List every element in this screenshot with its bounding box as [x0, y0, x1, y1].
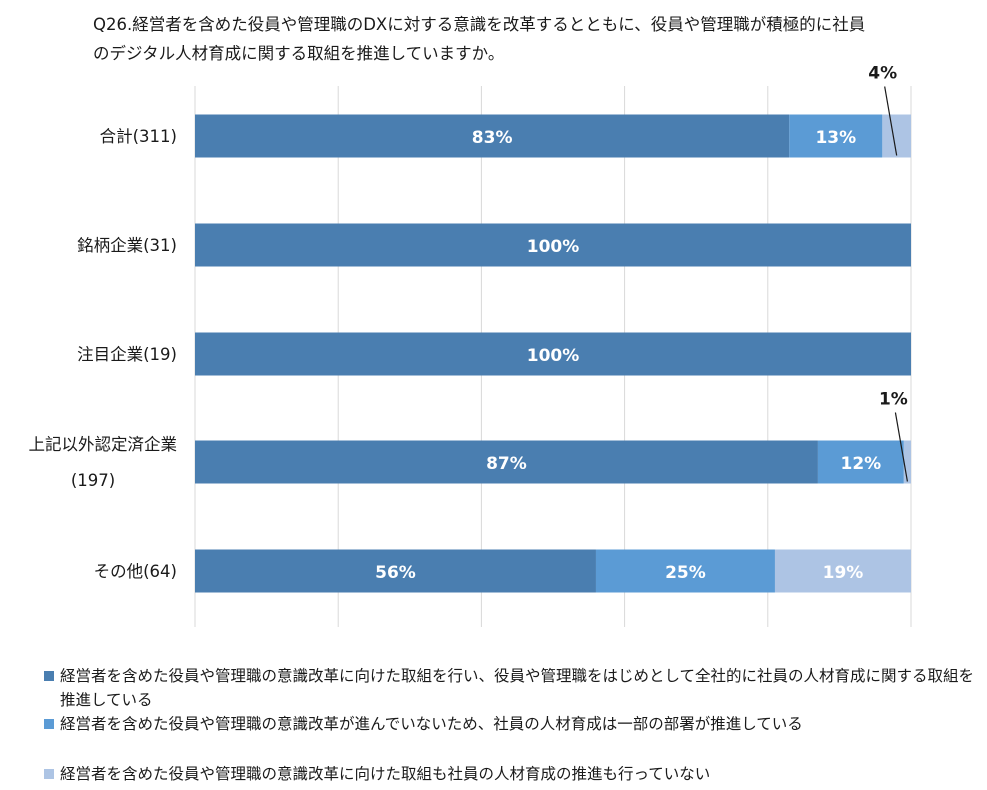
data-label: 87%	[486, 454, 527, 474]
legend-item: 経営者を含めた役員や管理職の意識改革に向けた取組を行い、役員や管理職をはじめとし…	[44, 664, 979, 712]
data-label-external: 1%	[879, 390, 908, 410]
category-label: (197)	[71, 471, 115, 490]
data-label: 25%	[665, 563, 706, 583]
legend-swatch	[44, 719, 54, 729]
data-label: 100%	[527, 237, 580, 257]
bar-segment	[774, 549, 911, 593]
stacked-bar-chart: 合計(311) 83% 13% 4% 銘柄企業(31) 100% 注目企業(19) 100% 上…	[29, 64, 912, 627]
bar-segment	[882, 114, 911, 158]
data-label: 83%	[472, 128, 513, 148]
legend-label: 経営者を含めた役員や管理職の意識改革に向けた取組も社員の人材育成の推進も行ってい…	[60, 765, 711, 783]
chart-title-line-1: Q26.経営者を含めた役員や管理職のDXに対する意識を改革するとともに、役員や管…	[93, 15, 866, 34]
bar-segment	[195, 549, 596, 593]
bar-segment	[195, 440, 818, 484]
data-label-external: 4%	[868, 64, 897, 84]
legend-swatch	[44, 769, 54, 779]
category-label: 銘柄企業(31)	[77, 236, 177, 255]
data-label: 19%	[823, 563, 864, 583]
data-label: 12%	[841, 454, 882, 474]
legend-item: 経営者を含めた役員や管理職の意識改革が進んでいないため、社員の人材育成は一部の部…	[44, 712, 979, 736]
bar-segment	[789, 114, 883, 158]
category-label: その他(64)	[94, 562, 177, 581]
data-label: 13%	[815, 128, 856, 148]
legend-swatch	[44, 671, 54, 681]
data-label: 100%	[527, 346, 580, 366]
category-label: 注目企業(19)	[77, 345, 177, 364]
legend-label: 経営者を含めた役員や管理職の意識改革に向けた取組を行い、役員や管理職をはじめとし…	[60, 667, 975, 709]
leader-line	[894, 412, 909, 482]
chart-title: Q26.経営者を含めた役員や管理職のDXに対する意識を改革するとともに、役員や管…	[93, 10, 973, 68]
legend-item: 経営者を含めた役員や管理職の意識改革に向けた取組も社員の人材育成の推進も行ってい…	[44, 762, 979, 786]
category-label: 合計(311)	[100, 127, 177, 146]
legend-label: 経営者を含めた役員や管理職の意識改革が進んでいないため、社員の人材育成は一部の部…	[60, 715, 803, 733]
data-label: 56%	[375, 563, 416, 583]
bar-segment	[195, 114, 790, 158]
bar-segment	[595, 549, 775, 593]
leader-line	[884, 86, 898, 156]
bar-segment	[903, 440, 911, 484]
category-label: 上記以外認定済企業	[29, 435, 178, 454]
chart-title-line-2: のデジタル人材育成に関する取組を推進していますか。	[93, 44, 505, 63]
bar-segment	[817, 440, 904, 484]
bar-segment	[195, 332, 911, 376]
bar-segment	[195, 223, 911, 267]
